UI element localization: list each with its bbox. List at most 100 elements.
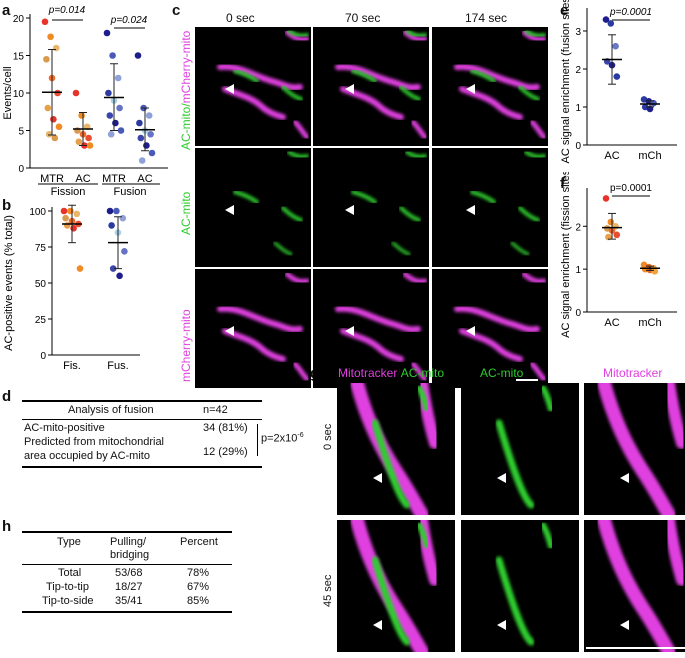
chart-f-fission-enrichment: 0 1 2AC signal enrichment (fission sites) A…	[560, 172, 677, 338]
arrowhead-icon	[466, 326, 475, 336]
group-label-fusion: Fusion	[113, 186, 146, 195]
data-point	[75, 138, 83, 146]
data-point	[51, 134, 59, 142]
y-tick-label: 2	[575, 65, 581, 76]
g-image-r1-c1	[461, 520, 579, 652]
mito-strand	[292, 119, 310, 140]
x-tick-label: AC	[75, 173, 90, 185]
panel-label-e: e	[560, 2, 569, 19]
panel-label-b: b	[2, 197, 12, 214]
data-point	[612, 42, 619, 50]
mito-strand	[284, 271, 310, 284]
data-point	[43, 55, 50, 63]
data-point	[651, 267, 659, 275]
ac-mito-strand	[416, 385, 430, 412]
mito-strand	[222, 328, 286, 362]
mito-strand	[521, 271, 547, 284]
ac-mito-strand	[233, 190, 259, 204]
data-point	[602, 16, 610, 23]
mito-strand	[521, 29, 547, 42]
c-image-r1-c1	[313, 148, 429, 267]
x-tick-label: AC	[604, 150, 619, 162]
mito-strand	[416, 520, 441, 586]
y-axis-label: AC-positive events (% total)	[3, 215, 15, 351]
data-point	[121, 248, 128, 255]
mito-strand	[217, 305, 303, 333]
data-point	[103, 29, 111, 37]
data-point	[114, 74, 122, 82]
data-point	[105, 89, 112, 97]
c-row-label-green: AC-mito	[179, 191, 193, 235]
data-point	[136, 119, 143, 127]
y-tick-label: 75	[35, 243, 47, 254]
chart-a-events-per-cell: 0 5 10 15 20 Events/cell MTR AC MTR AC p=0.014 p=0.…	[2, 5, 168, 195]
table-h-row-2-type: Tip-to-side	[42, 595, 94, 607]
data-point	[109, 52, 116, 59]
ac-mito-strand	[405, 29, 427, 38]
y-tick-label: 0	[575, 308, 581, 319]
data-point	[145, 112, 153, 119]
g-image-r0-c0	[337, 383, 455, 515]
ac-mito-strand	[399, 206, 421, 222]
ac-mito-strand	[518, 206, 540, 222]
g-header-green: AC-mito	[480, 366, 524, 380]
mito-strand	[663, 520, 685, 586]
mito-strand	[292, 361, 310, 382]
g-image-r0-c1	[461, 383, 579, 515]
data-point	[147, 130, 154, 138]
ac-mito-strand	[540, 522, 554, 549]
table-d-row2-label-a: Predicted from mitochondrial	[24, 436, 165, 448]
arrowhead-icon	[345, 326, 354, 336]
mito-strand	[350, 383, 429, 515]
ac-mito-strand	[524, 150, 546, 159]
y-tick-label: 0	[18, 164, 24, 175]
y-tick-label: 1	[575, 265, 581, 276]
arrowhead-icon	[620, 620, 629, 630]
data-point	[74, 127, 81, 134]
chart-b-ac-positive-events: 0 25 50 75 100 AC-positive events (% total) Fi…	[3, 204, 140, 372]
sig-label-fission: p=0.014	[48, 5, 86, 16]
table-h-mid-rule	[22, 564, 232, 565]
ac-mito-strand	[371, 419, 411, 509]
mito-strand	[597, 520, 676, 652]
data-point	[138, 157, 146, 164]
y-tick-label: 20	[13, 14, 25, 25]
data-point	[116, 272, 123, 280]
data-point	[143, 142, 150, 149]
data-point	[45, 130, 53, 138]
y-axis-label: Events/cell	[2, 66, 14, 119]
data-point	[86, 142, 94, 149]
table-h-header-type: Type	[57, 536, 81, 548]
arrowhead-icon	[466, 84, 475, 94]
table-h-bottom-rule	[22, 611, 232, 613]
ac-mito-strand	[351, 69, 377, 83]
table-d-n: n=42	[203, 404, 228, 416]
table-d-bottom-rule	[22, 466, 262, 468]
mito-strand	[340, 328, 404, 362]
arrowhead-icon	[497, 473, 506, 483]
mito-strand	[402, 271, 428, 284]
y-tick-label: 3	[575, 27, 581, 38]
data-point	[107, 130, 115, 138]
c-image-r2-c2	[432, 269, 548, 388]
mito-strand	[459, 86, 523, 120]
c-image-r0-c0	[195, 27, 311, 146]
mito-strand	[284, 29, 310, 42]
mito-strand	[402, 29, 428, 42]
g-time-45: 45 sec	[322, 574, 334, 607]
sig-label-e: p=0.0001	[609, 7, 652, 18]
x-tick-label: Fis.	[63, 360, 81, 372]
mito-strand	[529, 119, 547, 140]
table-h-row-0-type: Total	[58, 567, 82, 579]
c-image-r2-c0	[195, 269, 311, 388]
ac-mito-strand	[405, 150, 427, 159]
ac-mito-strand	[233, 69, 259, 83]
y-tick-label: 25	[35, 315, 47, 326]
data-point	[607, 20, 615, 27]
mito-strand	[454, 63, 540, 91]
x-tick-label: MTR	[40, 173, 64, 185]
c-time-174: 174 sec	[465, 11, 508, 25]
group-label-fission: Fission	[51, 186, 86, 195]
ac-mito-strand	[399, 85, 421, 101]
data-point	[62, 214, 69, 222]
